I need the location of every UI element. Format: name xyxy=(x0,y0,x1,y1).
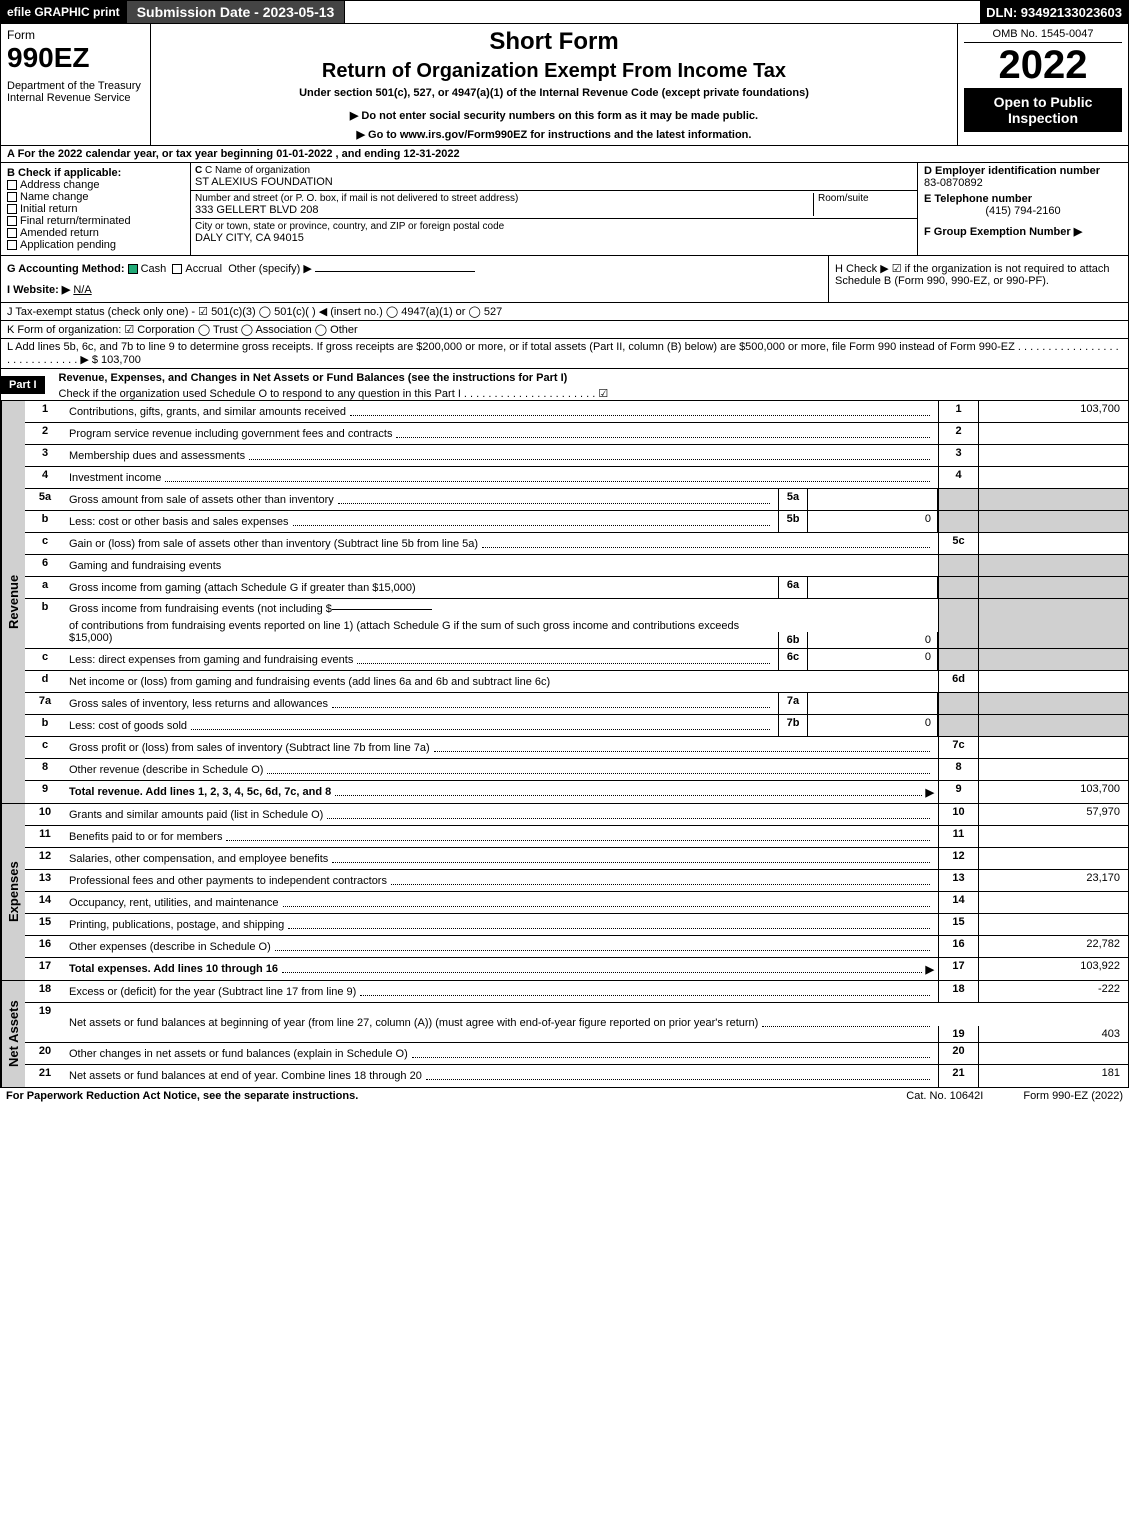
line-3-value xyxy=(978,445,1128,466)
expenses-label: Expenses xyxy=(1,804,25,980)
net-assets-label: Net Assets xyxy=(1,981,25,1087)
line-5c-value xyxy=(978,533,1128,554)
efile-print-button[interactable]: efile GRAPHIC print xyxy=(1,1,127,23)
form-label: Form xyxy=(7,28,144,42)
box-d: D Employer identification number 83-0870… xyxy=(918,163,1128,255)
line-19-value: 403 xyxy=(978,1026,1128,1042)
open-to-public: Open to Public Inspection xyxy=(964,88,1122,132)
checkbox-initial-return[interactable]: Initial return xyxy=(7,203,184,215)
no-ssn-notice: ▶ Do not enter social security numbers o… xyxy=(157,109,951,122)
omb-number: OMB No. 1545-0047 xyxy=(964,28,1122,43)
org-name-label: C C Name of organization xyxy=(195,165,913,176)
checkbox-name-change[interactable]: Name change xyxy=(7,191,184,203)
box-b-title: B Check if applicable: xyxy=(7,167,184,179)
form-container: efile GRAPHIC print Submission Date - 20… xyxy=(0,0,1129,1088)
line-h: H Check ▶ ☑ if the organization is not r… xyxy=(828,256,1128,302)
website-label: I Website: ▶ xyxy=(7,284,70,296)
line-4-value xyxy=(978,467,1128,488)
checkbox-accrual[interactable] xyxy=(172,264,182,274)
room-suite-label: Room/suite xyxy=(813,193,913,216)
goto-link[interactable]: ▶ Go to www.irs.gov/Form990EZ for instru… xyxy=(157,128,951,141)
city-state-zip: DALY CITY, CA 94015 xyxy=(195,232,913,244)
line-17-value: 103,922 xyxy=(978,958,1128,980)
city-label: City or town, state or province, country… xyxy=(195,221,913,232)
checkbox-final-return[interactable]: Final return/terminated xyxy=(7,215,184,227)
website: N/A xyxy=(73,284,91,296)
line-6c-value: 0 xyxy=(808,649,938,670)
line-15-value xyxy=(978,914,1128,935)
line-6b-value: 0 xyxy=(808,632,938,648)
dln: DLN: 93492133023603 xyxy=(980,1,1128,23)
street-address: 333 GELLERT BLVD 208 xyxy=(195,204,813,216)
line-5a-value xyxy=(808,489,938,510)
revenue-section: Revenue 1Contributions, gifts, grants, a… xyxy=(1,401,1128,804)
net-assets-section: Net Assets 18Excess or (deficit) for the… xyxy=(1,981,1128,1087)
line-1-value: 103,700 xyxy=(978,401,1128,422)
section-a: A For the 2022 calendar year, or tax yea… xyxy=(1,146,1128,163)
line-7a-value xyxy=(808,693,938,714)
line-8-value xyxy=(978,759,1128,780)
under-section: Under section 501(c), 527, or 4947(a)(1)… xyxy=(157,87,951,99)
checkbox-application-pending[interactable]: Application pending xyxy=(7,239,184,251)
row-g-h: G Accounting Method: Cash Accrual Other … xyxy=(1,256,1128,303)
checkbox-address-change[interactable]: Address change xyxy=(7,179,184,191)
telephone: (415) 794-2160 xyxy=(924,205,1122,217)
line-20-value xyxy=(978,1043,1128,1064)
telephone-label: E Telephone number xyxy=(924,193,1122,205)
line-6d-value xyxy=(978,671,1128,692)
line-10-value: 57,970 xyxy=(978,804,1128,825)
line-j: J Tax-exempt status (check only one) - ☑… xyxy=(1,303,1128,321)
part-1-check: Check if the organization used Schedule … xyxy=(53,387,1128,400)
topbar: efile GRAPHIC print Submission Date - 20… xyxy=(1,1,1128,24)
ein: 83-0870892 xyxy=(924,177,1122,189)
catalog-number: Cat. No. 10642I xyxy=(906,1090,983,1102)
org-name: ST ALEXIUS FOUNDATION xyxy=(195,176,913,188)
box-c: C C Name of organization ST ALEXIUS FOUN… xyxy=(191,163,918,255)
line-16-value: 22,782 xyxy=(978,936,1128,957)
paperwork-notice: For Paperwork Reduction Act Notice, see … xyxy=(6,1090,906,1102)
street-label: Number and street (or P. O. box, if mail… xyxy=(195,193,813,204)
group-exemption-label: F Group Exemption Number ▶ xyxy=(924,225,1122,238)
line-2-value xyxy=(978,423,1128,444)
checkbox-cash[interactable] xyxy=(128,264,138,274)
line-13-value: 23,170 xyxy=(978,870,1128,891)
line-6a-value xyxy=(808,577,938,598)
department: Department of the Treasury Internal Reve… xyxy=(7,80,144,104)
line-5b-value: 0 xyxy=(808,511,938,532)
line-21-value: 181 xyxy=(978,1065,1128,1087)
line-11-value xyxy=(978,826,1128,847)
line-12-value xyxy=(978,848,1128,869)
line-g: G Accounting Method: Cash Accrual Other … xyxy=(1,256,828,302)
line-14-value xyxy=(978,892,1128,913)
form-header: Form 990EZ Department of the Treasury In… xyxy=(1,24,1128,146)
tax-year: 2022 xyxy=(964,43,1122,88)
entity-info-row: B Check if applicable: Address change Na… xyxy=(1,163,1128,256)
part-1-header: Part I Revenue, Expenses, and Changes in… xyxy=(1,369,1128,401)
form-number: 990EZ xyxy=(7,42,144,74)
line-k: K Form of organization: ☑ Corporation ◯ … xyxy=(1,321,1128,339)
line-7c-value xyxy=(978,737,1128,758)
return-title: Return of Organization Exempt From Incom… xyxy=(157,60,951,83)
revenue-label: Revenue xyxy=(1,401,25,803)
page-footer: For Paperwork Reduction Act Notice, see … xyxy=(0,1088,1129,1104)
line-l: L Add lines 5b, 6c, and 7b to line 9 to … xyxy=(1,339,1128,369)
short-form-title: Short Form xyxy=(157,28,951,56)
part-1-label: Part I xyxy=(1,376,45,394)
checkbox-amended-return[interactable]: Amended return xyxy=(7,227,184,239)
ein-label: D Employer identification number xyxy=(924,165,1122,177)
line-7b-value: 0 xyxy=(808,715,938,736)
line-9-value: 103,700 xyxy=(978,781,1128,803)
part-1-title: Revenue, Expenses, and Changes in Net As… xyxy=(53,369,1128,387)
submission-date: Submission Date - 2023-05-13 xyxy=(127,1,346,23)
line-18-value: -222 xyxy=(978,981,1128,1002)
box-b: B Check if applicable: Address change Na… xyxy=(1,163,191,255)
form-id-footer: Form 990-EZ (2022) xyxy=(1023,1090,1123,1102)
expenses-section: Expenses 10Grants and similar amounts pa… xyxy=(1,804,1128,981)
